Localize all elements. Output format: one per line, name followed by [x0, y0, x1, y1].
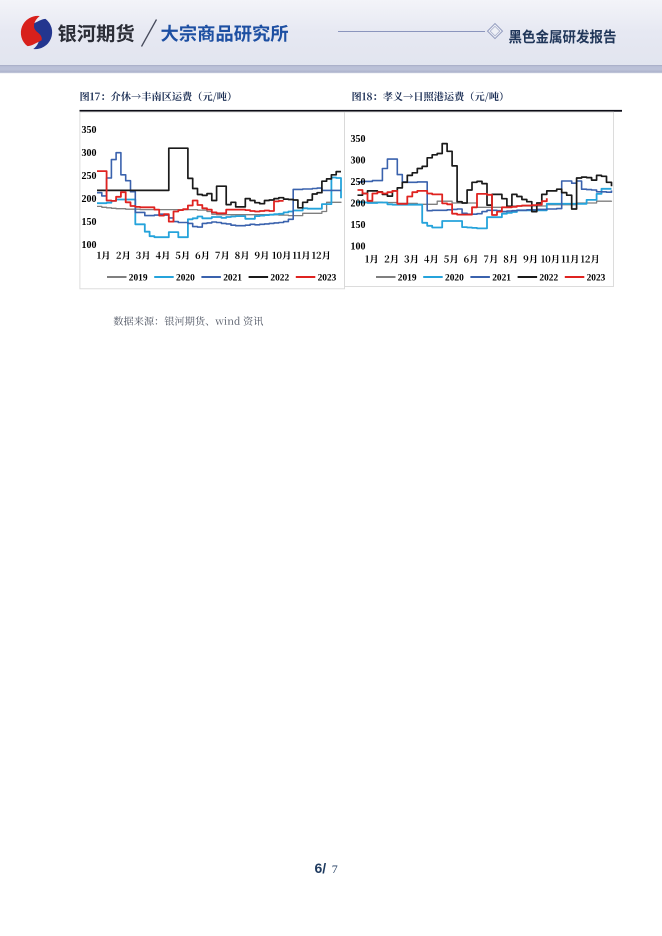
svg-text:350: 350: [351, 134, 366, 145]
svg-text:2021: 2021: [492, 274, 511, 284]
svg-text:250: 250: [351, 177, 366, 188]
svg-text:2023: 2023: [318, 274, 337, 284]
svg-text:300: 300: [82, 148, 97, 159]
svg-text:150: 150: [82, 217, 97, 228]
svg-text:200: 200: [82, 194, 97, 205]
svg-text:100: 100: [82, 240, 97, 251]
svg-text:2022: 2022: [270, 274, 289, 284]
svg-text:2022: 2022: [539, 274, 558, 284]
svg-text:100: 100: [351, 241, 366, 252]
svg-text:2021: 2021: [223, 274, 242, 284]
svg-text:150: 150: [351, 220, 366, 231]
svg-text:250: 250: [82, 171, 97, 182]
svg-text:2020: 2020: [445, 274, 464, 284]
svg-text:6/: 6/: [315, 860, 327, 876]
svg-text:350: 350: [82, 125, 97, 136]
svg-text:2023: 2023: [587, 274, 606, 284]
svg-text:2020: 2020: [176, 274, 195, 284]
svg-text:300: 300: [351, 155, 366, 166]
svg-text:7: 7: [332, 862, 338, 876]
svg-text:200: 200: [351, 198, 366, 209]
svg-text:2019: 2019: [398, 274, 417, 284]
svg-text:2019: 2019: [129, 274, 148, 284]
